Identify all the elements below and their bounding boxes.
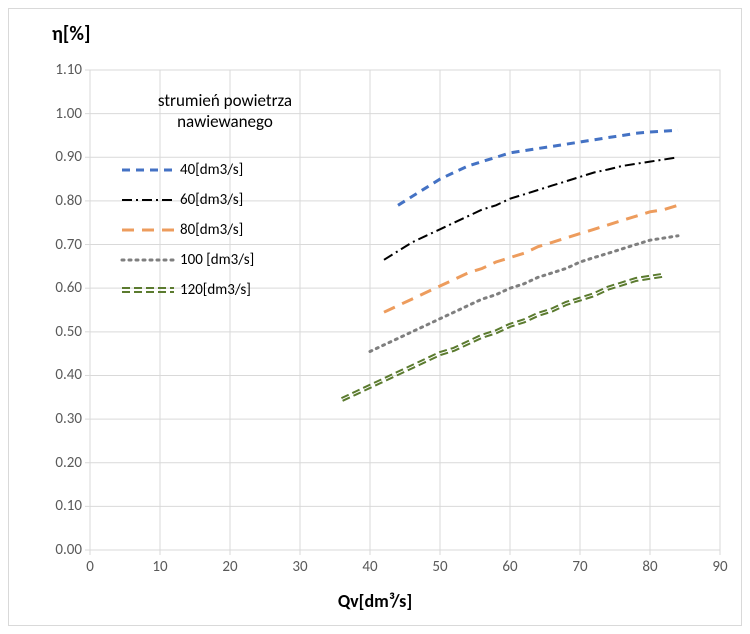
y-tick-label: 0.80 bbox=[42, 192, 82, 210]
legend-swatch bbox=[120, 280, 176, 300]
legend-label: 100 [dm3/s] bbox=[180, 251, 254, 269]
legend-label: 40[dm3/s] bbox=[180, 161, 243, 179]
x-tick-label: 10 bbox=[145, 558, 175, 576]
y-tick-label: 1.00 bbox=[42, 105, 82, 123]
legend-swatch bbox=[120, 190, 176, 210]
x-axis-title: Qv[dm³/s] bbox=[0, 590, 750, 612]
legend-title: strumień powietrza nawiewanego bbox=[120, 90, 330, 133]
legend-label: 80[dm3/s] bbox=[180, 221, 243, 239]
x-tick-label: 30 bbox=[285, 558, 315, 576]
y-tick-label: 0.00 bbox=[42, 541, 82, 559]
legend-label: 120[dm3/s] bbox=[180, 281, 251, 299]
x-tick-label: 40 bbox=[355, 558, 385, 576]
y-tick-label: 1.10 bbox=[42, 61, 82, 79]
legend: 40[dm3/s] 60[dm3/s] 80[dm3/s] 100 [dm3/s] 12… bbox=[120, 155, 254, 305]
x-tick-label: 70 bbox=[565, 558, 595, 576]
y-tick-label: 0.20 bbox=[42, 454, 82, 472]
legend-swatch bbox=[120, 250, 176, 270]
legend-swatch bbox=[120, 220, 176, 240]
legend-item: 100 [dm3/s] bbox=[120, 245, 254, 275]
x-tick-label: 60 bbox=[495, 558, 525, 576]
y-tick-label: 0.60 bbox=[42, 279, 82, 297]
x-tick-label: 50 bbox=[425, 558, 455, 576]
y-tick-label: 0.90 bbox=[42, 148, 82, 166]
x-tick-label: 80 bbox=[635, 558, 665, 576]
y-tick-label: 0.40 bbox=[42, 366, 82, 384]
x-tick-label: 20 bbox=[215, 558, 245, 576]
chart-container: η[%] strumień powietrza nawiewanego 40[d… bbox=[0, 0, 750, 634]
chart-plot bbox=[0, 0, 750, 634]
y-tick-label: 0.30 bbox=[42, 410, 82, 428]
legend-item: 120[dm3/s] bbox=[120, 275, 254, 305]
x-tick-label: 90 bbox=[705, 558, 735, 576]
legend-item: 60[dm3/s] bbox=[120, 185, 254, 215]
x-tick-label: 0 bbox=[75, 558, 105, 576]
legend-item: 40[dm3/s] bbox=[120, 155, 254, 185]
y-tick-label: 0.70 bbox=[42, 236, 82, 254]
y-tick-label: 0.10 bbox=[42, 497, 82, 515]
y-tick-label: 0.50 bbox=[42, 323, 82, 341]
legend-swatch bbox=[120, 160, 176, 180]
legend-item: 80[dm3/s] bbox=[120, 215, 254, 245]
legend-label: 60[dm3/s] bbox=[180, 191, 243, 209]
